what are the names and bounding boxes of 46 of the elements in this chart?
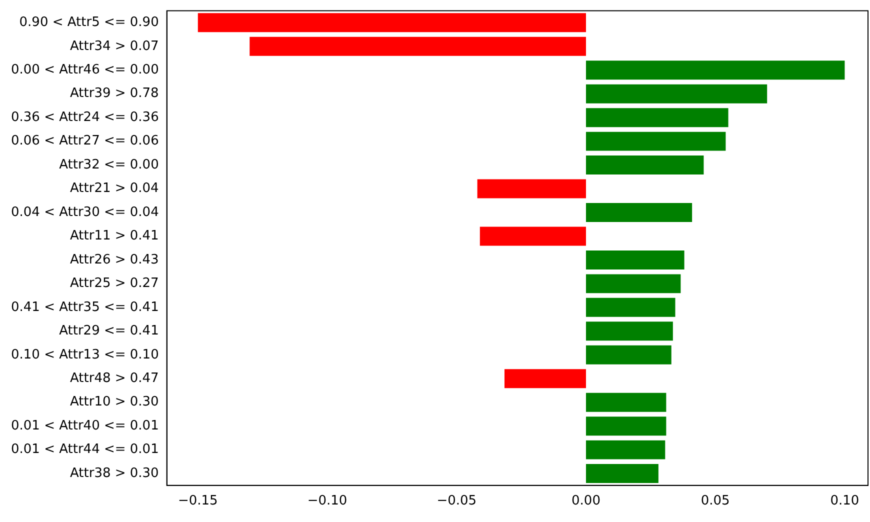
bar (586, 416, 666, 436)
bar (250, 36, 586, 56)
bar (586, 132, 726, 151)
y-tick-label: 0.01 < Attr40 <= 0.01 (11, 418, 159, 434)
bar (586, 203, 692, 222)
bar (198, 13, 586, 32)
bar (586, 60, 845, 80)
bar (586, 345, 672, 364)
y-tick-label: Attr11 > 0.41 (70, 228, 159, 244)
bar (586, 392, 666, 412)
bar (586, 250, 684, 270)
bar (586, 108, 728, 128)
y-tick-label: Attr32 <= 0.00 (59, 157, 159, 172)
bar (586, 322, 673, 341)
bar (586, 156, 704, 175)
y-tick-label: Attr38 > 0.30 (70, 466, 159, 481)
bar (480, 226, 586, 246)
bar (586, 464, 658, 484)
x-tick-label: 0.10 (830, 494, 860, 509)
y-tick-label: 0.41 < Attr35 <= 0.41 (11, 300, 159, 315)
x-tick-label: −0.15 (178, 494, 218, 509)
x-tick-label: −0.05 (436, 494, 477, 509)
y-tick-label: Attr25 > 0.27 (70, 276, 159, 292)
y-tick-label: 0.04 < Attr30 <= 0.04 (11, 204, 159, 220)
x-tick-label: 0.05 (700, 494, 730, 509)
y-tick-label: Attr26 > 0.43 (70, 252, 159, 268)
y-tick-label: 0.00 < Attr46 <= 0.00 (11, 62, 159, 78)
x-tick-label: 0.00 (572, 494, 600, 509)
bar (586, 274, 681, 294)
y-tick-label: Attr10 > 0.30 (70, 394, 159, 410)
y-tick-label: Attr21 > 0.04 (70, 181, 159, 196)
bar (504, 369, 586, 388)
y-tick-label: 0.90 < Attr5 <= 0.90 (19, 15, 159, 30)
y-tick-label: Attr29 <= 0.41 (59, 324, 159, 339)
y-tick-label: 0.10 < Attr13 <= 0.10 (11, 347, 159, 362)
y-tick-label: 0.01 < Attr44 <= 0.01 (11, 442, 159, 458)
y-tick-label: 0.06 < Attr27 <= 0.06 (11, 134, 159, 149)
y-tick-label: Attr48 > 0.47 (70, 370, 159, 386)
bar (586, 298, 676, 317)
y-tick-label: Attr39 > 0.78 (70, 86, 159, 102)
y-tick-label: Attr34 > 0.07 (70, 38, 159, 54)
y-tick-label: 0.36 < Attr24 <= 0.36 (11, 110, 159, 125)
bar (477, 179, 586, 198)
bar (586, 440, 666, 460)
bar (586, 84, 768, 104)
x-tick-label: −0.10 (307, 494, 348, 509)
